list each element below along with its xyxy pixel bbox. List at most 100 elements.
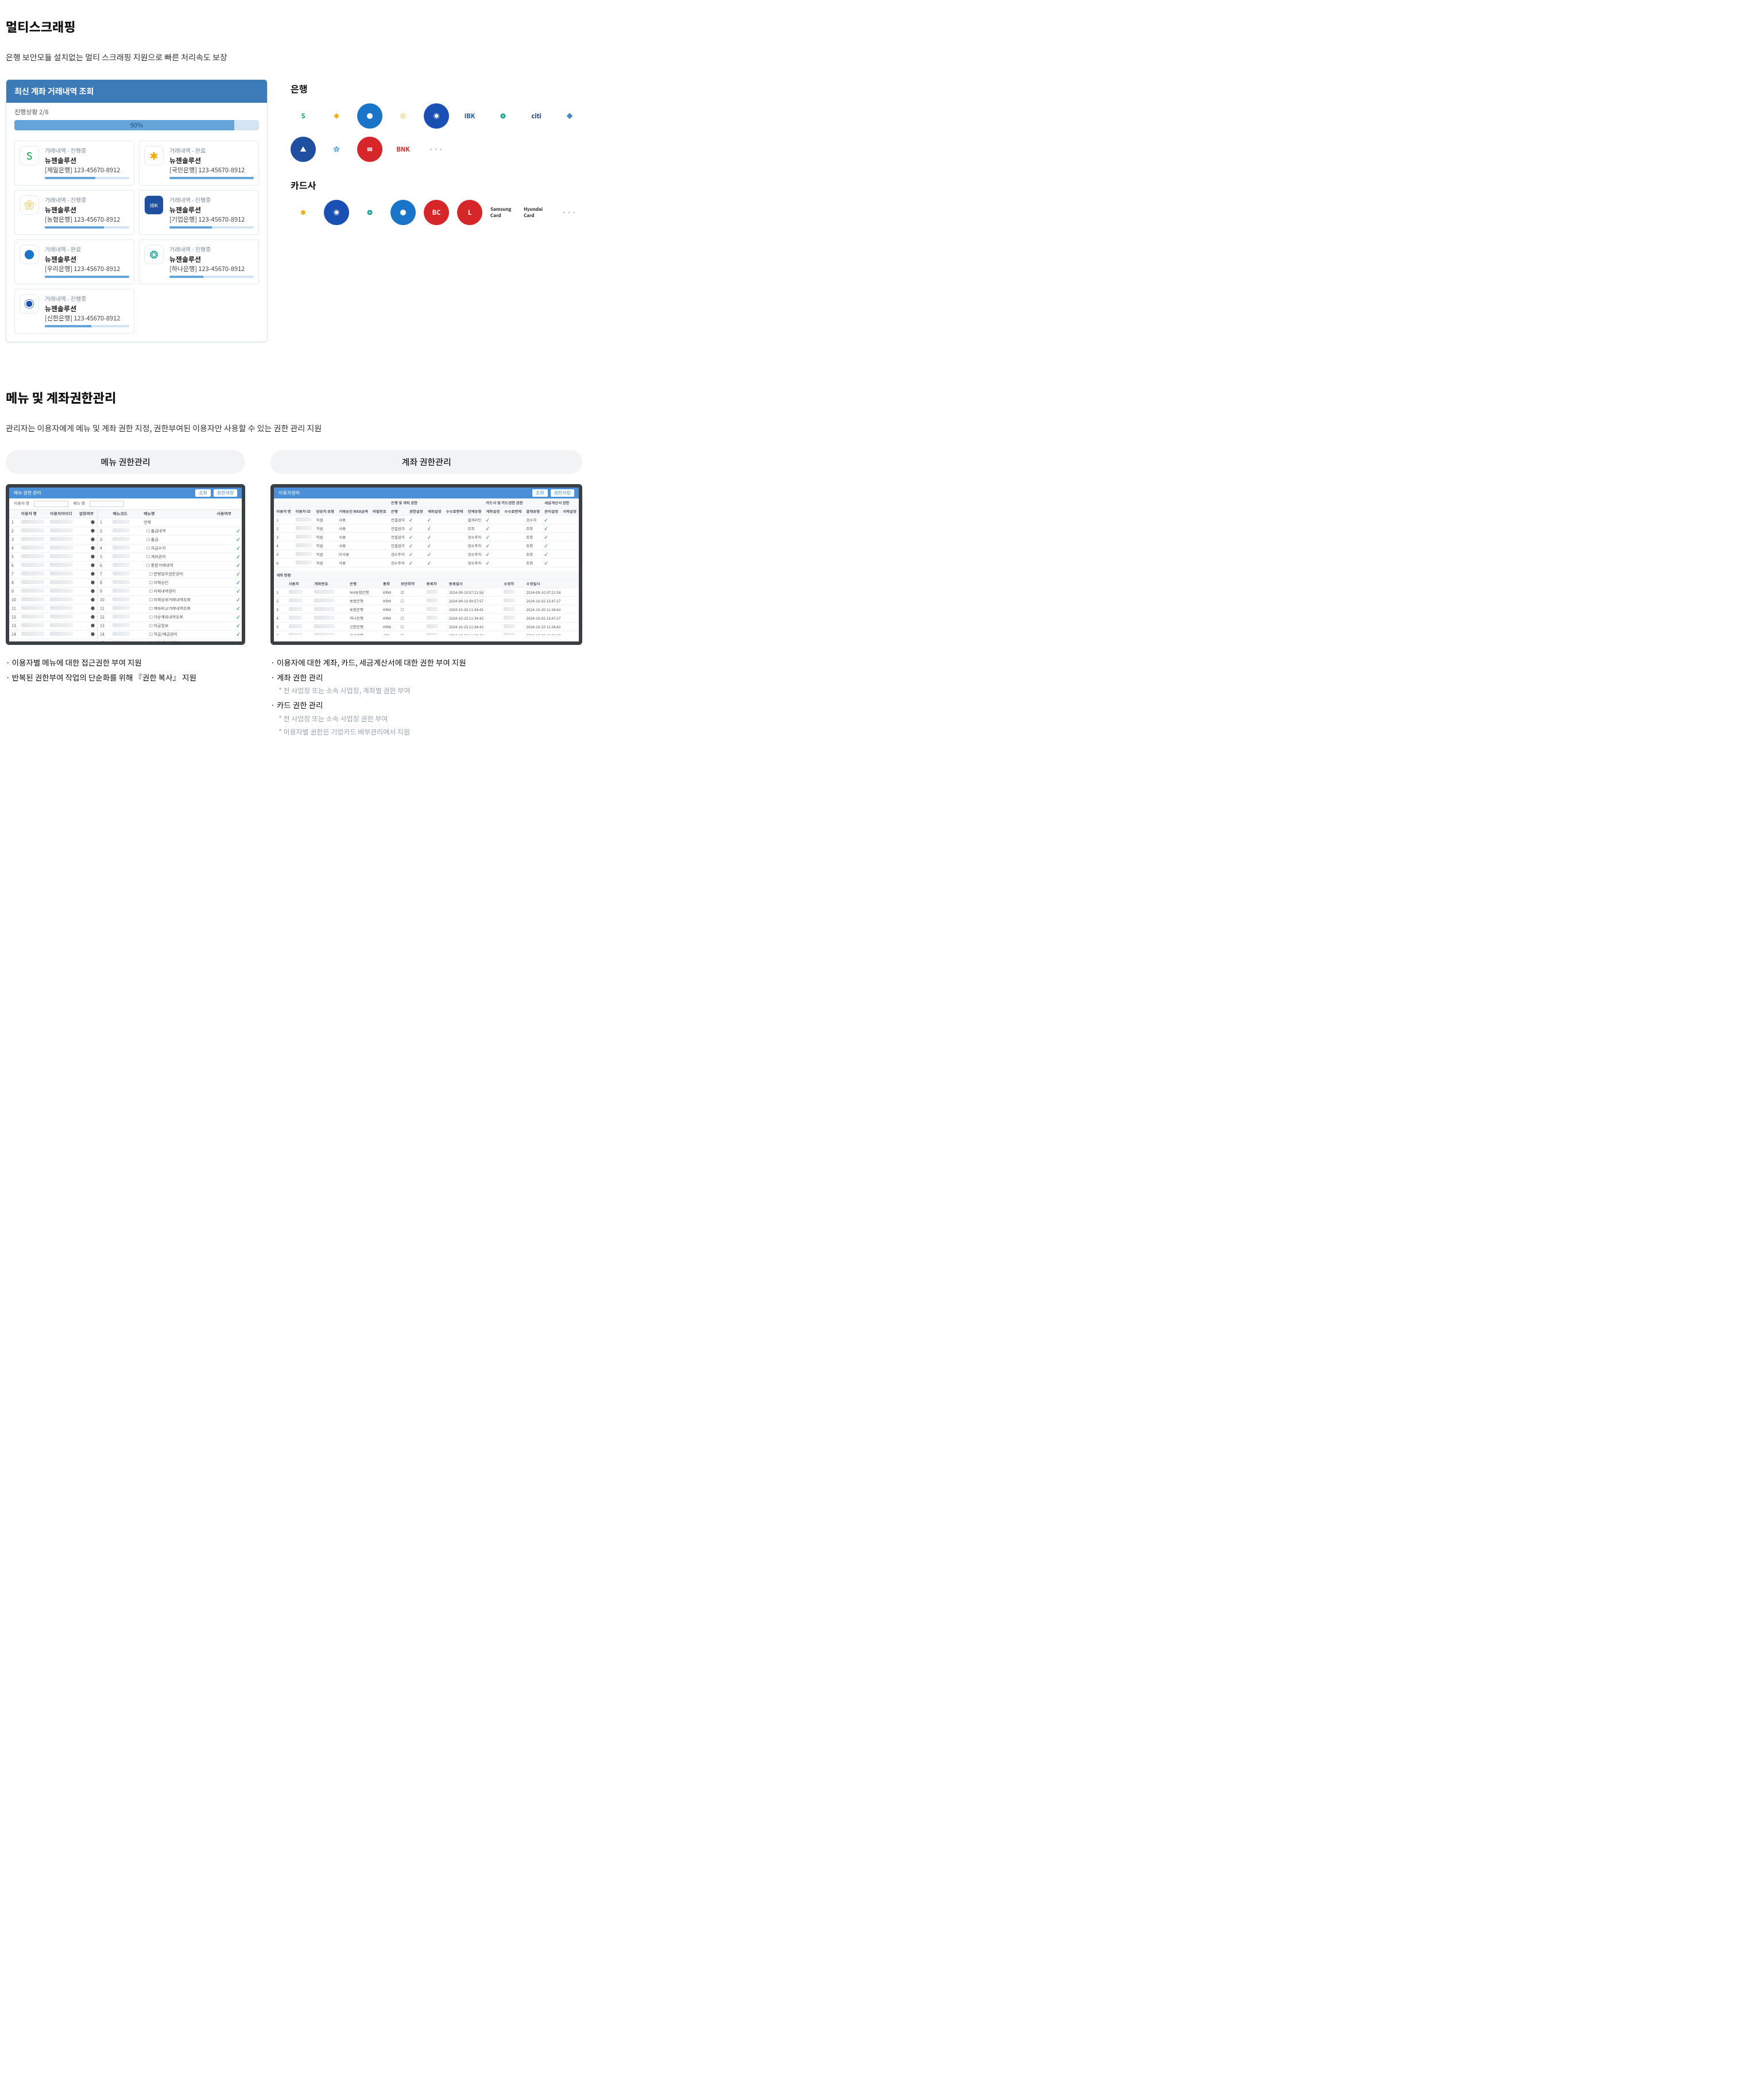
brand-logo-icon: ✱: [291, 200, 316, 225]
screenshot-menu-permission: 메뉴 권한 관리 조회 권한저장 이용자 명 메뉴 명 이용자 명이용자아이디설…: [6, 484, 245, 645]
brand-logo-icon: ◆: [557, 103, 582, 129]
scrape-name: 뉴젠솔루션: [169, 205, 254, 215]
tree-row[interactable]: 15 ☐ 예산세부분관리✓: [98, 639, 242, 645]
bullet: · 카드 권한 관리: [270, 698, 582, 713]
brand-logo-icon: ❂: [357, 200, 382, 225]
table-row[interactable]: 2●: [9, 527, 97, 536]
scrape-account: [우리은행] 123-45670-8912: [45, 264, 129, 273]
table-row[interactable]: 6 우리은행JPY☐ 2024-10-25 11:34:422024-10-25…: [274, 631, 579, 636]
table-row[interactable]: 8●: [9, 579, 97, 587]
brand-logo-icon: ✿: [324, 137, 349, 162]
table-row[interactable]: 2 농협은행KRW☐ 2024-09-10 09:57:572024-10-02…: [274, 597, 579, 605]
scrape-status: 거래내역 - 진행중: [169, 245, 254, 253]
tree-row[interactable]: 13 ☐ 자금일보✓: [98, 622, 242, 631]
scrape-card[interactable]: IBK 거래내역 - 진행중 뉴젠솔루션 [기업은행] 123-45670-89…: [139, 190, 259, 235]
tree-row[interactable]: 4 ☐ 자금수지✓: [98, 544, 242, 553]
tree-row[interactable]: 11 ☐ 계좌비교거래내역조회✓: [98, 605, 242, 613]
shot1-input-menu[interactable]: [90, 501, 124, 507]
bullet: · 이용자에 대한 계좌, 카드, 세금계산서에 대한 권한 부여 지원: [270, 655, 582, 670]
brand-logo-icon: ●: [357, 103, 382, 129]
progress-bar: 90%: [14, 120, 259, 130]
scrape-panel: 최신 계좌 거래내역 조회 진행상황 2/8 90% S 거래내역 - 진행중 …: [6, 79, 268, 342]
brand-logo-icon: ❀: [390, 103, 416, 129]
shot2-title: 이용자권리: [278, 490, 300, 496]
scrape-status: 거래내역 - 완료: [45, 245, 129, 253]
bullet: · 계좌 권한 관리: [270, 670, 582, 685]
scrape-card[interactable]: ✱ 거래내역 - 완료 뉴젠솔루션 [국민은행] 123-45670-8912: [139, 141, 259, 185]
brand-logo-icon: ···: [557, 200, 582, 225]
tree-row[interactable]: 8 ☐ 이체승인✓: [98, 579, 242, 587]
tree-row[interactable]: 3 ☐ 출금✓: [98, 536, 242, 544]
scrape-card[interactable]: ❂ 거래내역 - 진행중 뉴젠솔루션 [하나은행] 123-45670-8912: [139, 239, 259, 284]
table-row[interactable]: 11●: [9, 605, 97, 613]
table-row[interactable]: 14●: [9, 631, 97, 639]
tree-row[interactable]: 7 ☐ 은행업무관문관리✓: [98, 570, 242, 579]
progress-pct: 90%: [14, 120, 259, 130]
cards-label: 카드사: [291, 178, 582, 192]
table-row[interactable]: 5 직원미사용 검수후자✓✓ 검수후자✓조회✓: [274, 550, 579, 559]
table-row[interactable]: 3●: [9, 536, 97, 544]
brand-logo-icon: citi: [524, 103, 549, 129]
brand-logo-icon: ✉: [357, 137, 382, 162]
scrape-card[interactable]: S 거래내역 - 진행중 뉴젠솔루션 [제일은행] 123-45670-8912: [14, 141, 134, 185]
table-row[interactable]: 6●: [9, 562, 97, 570]
brand-logo-icon: L: [457, 200, 482, 225]
section1-title: 멀티스크래핑: [6, 17, 582, 36]
tree-row[interactable]: 10 ☐ 이체상세거래내역조회✓: [98, 596, 242, 605]
tree-row[interactable]: 6 ☐ 통합거래내역✓: [98, 562, 242, 570]
brand-logo-icon: ▲: [291, 137, 316, 162]
scrape-name: 뉴젠솔루션: [45, 304, 129, 314]
brand-logo-icon: ···: [424, 137, 449, 162]
brand-logo-icon: IBK: [457, 103, 482, 129]
shot1-btn-search[interactable]: 조회: [195, 489, 211, 497]
bank-logo-icon: ●: [20, 245, 39, 264]
table-row[interactable]: 6 직원사용 검수후자✓✓ 검수후자✓조회✓: [274, 559, 579, 567]
table-row[interactable]: 3 농협은행KRW☐ 2024-10-20 11:34:422024-10-20…: [274, 605, 579, 614]
table-row[interactable]: 12●: [9, 613, 97, 622]
table-row[interactable]: 9●: [9, 587, 97, 596]
tab-menu-permission[interactable]: 메뉴 권한관리: [6, 450, 245, 474]
table-row[interactable]: 7●: [9, 570, 97, 579]
group-bank: 은행 및 계좌 권한: [389, 498, 484, 507]
table-row[interactable]: 4 하나은행KRW☐ 2024-10-25 11:34:422024-10-02…: [274, 614, 579, 623]
scrape-name: 뉴젠솔루션: [45, 254, 129, 264]
table-row[interactable]: 5●: [9, 553, 97, 562]
table-row[interactable]: 4 직원사용 전결권자✓✓ 검수후자✓조회✓: [274, 542, 579, 550]
scrape-progress-label: 진행상황 2/8: [6, 103, 267, 120]
scrape-status: 거래내역 - 진행중: [45, 195, 129, 204]
tree-row[interactable]: 2 ☐ 출금내역✓: [98, 527, 242, 536]
tree-row[interactable]: 14 ☐ 적금/예금관리✓: [98, 631, 242, 639]
tab-account-permission[interactable]: 계좌 권한관리: [270, 450, 582, 474]
bank-logo-icon: ◉: [20, 294, 39, 314]
table-row[interactable]: 4●: [9, 544, 97, 553]
scrape-card[interactable]: ◉ 거래내역 - 진행중 뉴젠솔루션 [신한은행] 123-45670-8912: [14, 289, 134, 334]
scrape-status: 거래내역 - 진행중: [45, 146, 129, 154]
tree-row[interactable]: 12 ☐ 가상계좌내역조회✓: [98, 613, 242, 622]
shot2-btn-save[interactable]: 권한저장: [551, 489, 574, 497]
shot2-btn-search[interactable]: 조회: [532, 489, 548, 497]
tree-row[interactable]: 5 ☐ 계좌관리✓: [98, 553, 242, 562]
brand-logo-icon: ✱: [324, 103, 349, 129]
scrape-account: [기업은행] 123-45670-8912: [169, 215, 254, 224]
shot1-title: 메뉴 권한 관리: [14, 490, 41, 496]
brand-logo-icon: Samsung Card: [490, 200, 516, 225]
brand-logo-icon: ❂: [490, 103, 516, 129]
table-row[interactable]: 3 직원사용 전결권자✓✓ 검수후자✓조회✓: [274, 533, 579, 542]
table-row[interactable]: 1 NH농협은행KRW☑ 2024-09-10 07:21:582024-09-…: [274, 588, 579, 597]
table-row[interactable]: 13●: [9, 622, 97, 631]
scrape-card[interactable]: ❀ 거래내역 - 진행중 뉴젠솔루션 [농협은행] 123-45670-8912: [14, 190, 134, 235]
shot1-input-user[interactable]: [34, 501, 68, 507]
scrape-card[interactable]: ● 거래내역 - 완료 뉴젠솔루션 [우리은행] 123-45670-8912: [14, 239, 134, 284]
tree-row[interactable]: 1전체: [98, 519, 242, 527]
table-row[interactable]: 1●: [9, 519, 97, 527]
shot1-filter-user: 이용자 명: [14, 501, 29, 507]
bullet: · 이용자별 메뉴에 대한 접근권한 부여 지원: [6, 655, 245, 670]
bank-logo-icon: ✱: [144, 146, 164, 165]
table-row[interactable]: 10●: [9, 596, 97, 605]
table-row[interactable]: 5 신한은행KRW☐ 2024-10-25 11:34:422024-10-25…: [274, 623, 579, 631]
shot1-btn-save[interactable]: 권한저장: [214, 489, 237, 497]
scrape-name: 뉴젠솔루션: [169, 156, 254, 165]
table-row[interactable]: 1 직원사용 전결권자✓✓ 결재라인✓검수자✓: [274, 516, 579, 524]
tree-row[interactable]: 9 ☐ 이체내역관리✓: [98, 587, 242, 596]
table-row[interactable]: 2 직원사용 전결권자✓✓ 조회✓조회✓: [274, 524, 579, 533]
